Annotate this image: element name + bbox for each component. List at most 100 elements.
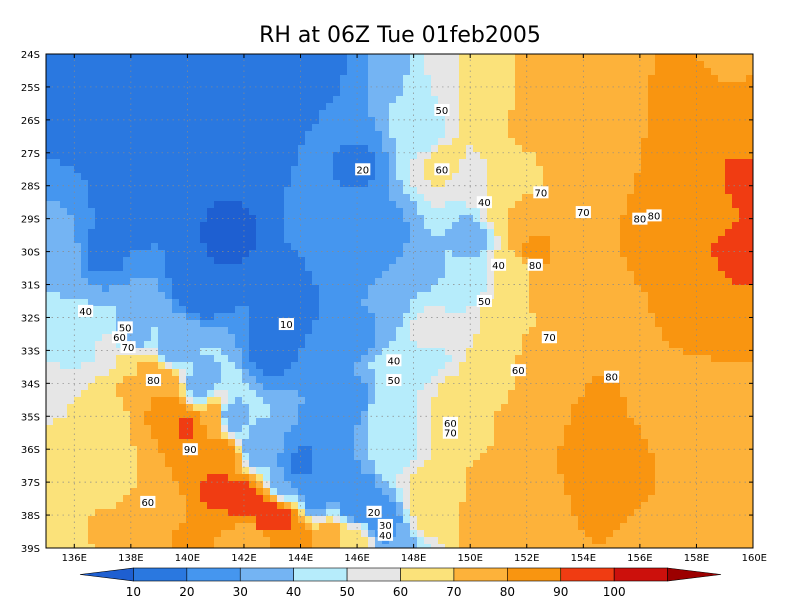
contour-cell (648, 180, 656, 188)
contour-cell (270, 215, 278, 223)
contour-cell (270, 334, 278, 342)
contour-cell (697, 278, 705, 286)
contour-cell (487, 285, 495, 293)
contour-cell (158, 348, 166, 356)
contour-cell (606, 257, 614, 265)
contour-cell (347, 313, 355, 321)
contour-cell (102, 334, 110, 342)
contour-cell (102, 327, 110, 335)
contour-cell (550, 152, 558, 160)
contour-cell (375, 96, 383, 104)
contour-cell (102, 292, 110, 300)
contour-cell (165, 341, 173, 349)
contour-cell (165, 89, 173, 97)
contour-cell (88, 201, 96, 209)
contour-cell (312, 285, 320, 293)
contour-cell (326, 54, 334, 62)
contour-cell (228, 327, 236, 335)
contour-cell (606, 110, 614, 118)
contour-cell (711, 215, 719, 223)
contour-cell (452, 334, 460, 342)
contour-cell (571, 117, 579, 125)
contour-cell (683, 376, 691, 384)
contour-cell (354, 313, 362, 321)
contour-cell (473, 159, 481, 167)
contour-cell (564, 257, 572, 265)
contour-cell (627, 278, 635, 286)
contour-cell (711, 362, 719, 370)
contour-cell (130, 89, 138, 97)
contour-cell (704, 180, 712, 188)
contour-cell (242, 348, 250, 356)
contour-cell (312, 348, 320, 356)
contour-cell (396, 222, 404, 230)
contour-cell (564, 82, 572, 90)
contour-cell (578, 159, 586, 167)
contour-cell (494, 82, 502, 90)
contour-cell (550, 117, 558, 125)
contour-cell (116, 103, 124, 111)
contour-cell (389, 285, 397, 293)
contour-cell (725, 278, 733, 286)
contour-cell (235, 124, 243, 132)
contour-cell (88, 110, 96, 118)
contour-cell (249, 341, 257, 349)
contour-cell (305, 54, 313, 62)
contour-cell (53, 306, 61, 314)
contour-cell (711, 390, 719, 398)
contour-cell (564, 243, 572, 251)
contour-cell (515, 96, 523, 104)
contour-cell (718, 54, 726, 62)
contour-cell (277, 208, 285, 216)
contour-cell (60, 82, 68, 90)
contour-cell (305, 187, 313, 195)
contour-cell (193, 348, 201, 356)
contour-cell (389, 201, 397, 209)
contour-cell (305, 82, 313, 90)
contour-cell (326, 341, 334, 349)
contour-cell (396, 110, 404, 118)
contour-cell (214, 313, 222, 321)
contour-cell (347, 285, 355, 293)
contour-cell (354, 236, 362, 244)
contour-cell (473, 376, 481, 384)
contour-cell (585, 278, 593, 286)
contour-cell (452, 306, 460, 314)
contour-cell (221, 250, 229, 258)
contour-cell (746, 327, 753, 335)
contour-cell (382, 152, 390, 160)
contour-cell (326, 194, 334, 202)
contour-cell (291, 103, 299, 111)
contour-cell (746, 285, 753, 293)
contour-cell (494, 306, 502, 314)
contour-cell (81, 285, 89, 293)
contour-cell (487, 215, 495, 223)
contour-cell (95, 383, 103, 391)
contour-cell (333, 383, 341, 391)
contour-cell (585, 145, 593, 153)
contour-cell (396, 131, 404, 139)
contour-cell (116, 201, 124, 209)
contour-cell (648, 355, 656, 363)
contour-cell (620, 243, 628, 251)
contour-cell (494, 103, 502, 111)
contour-cell (144, 341, 152, 349)
contour-cell (725, 250, 733, 258)
contour-cell (235, 54, 243, 62)
contour-cell (284, 369, 292, 377)
contour-cell (151, 362, 159, 370)
contour-cell (487, 362, 495, 370)
contour-cell (438, 376, 446, 384)
contour-cell (60, 348, 68, 356)
contour-cell (172, 222, 180, 230)
contour-cell (95, 320, 103, 328)
contour-cell (634, 103, 642, 111)
contour-cell (361, 201, 369, 209)
contour-cell (361, 152, 369, 160)
contour-cell (200, 285, 208, 293)
contour-cell (165, 243, 173, 251)
contour-cell (508, 271, 516, 279)
contour-cell (116, 75, 124, 83)
contour-cell (137, 152, 145, 160)
contour-cell (417, 264, 425, 272)
